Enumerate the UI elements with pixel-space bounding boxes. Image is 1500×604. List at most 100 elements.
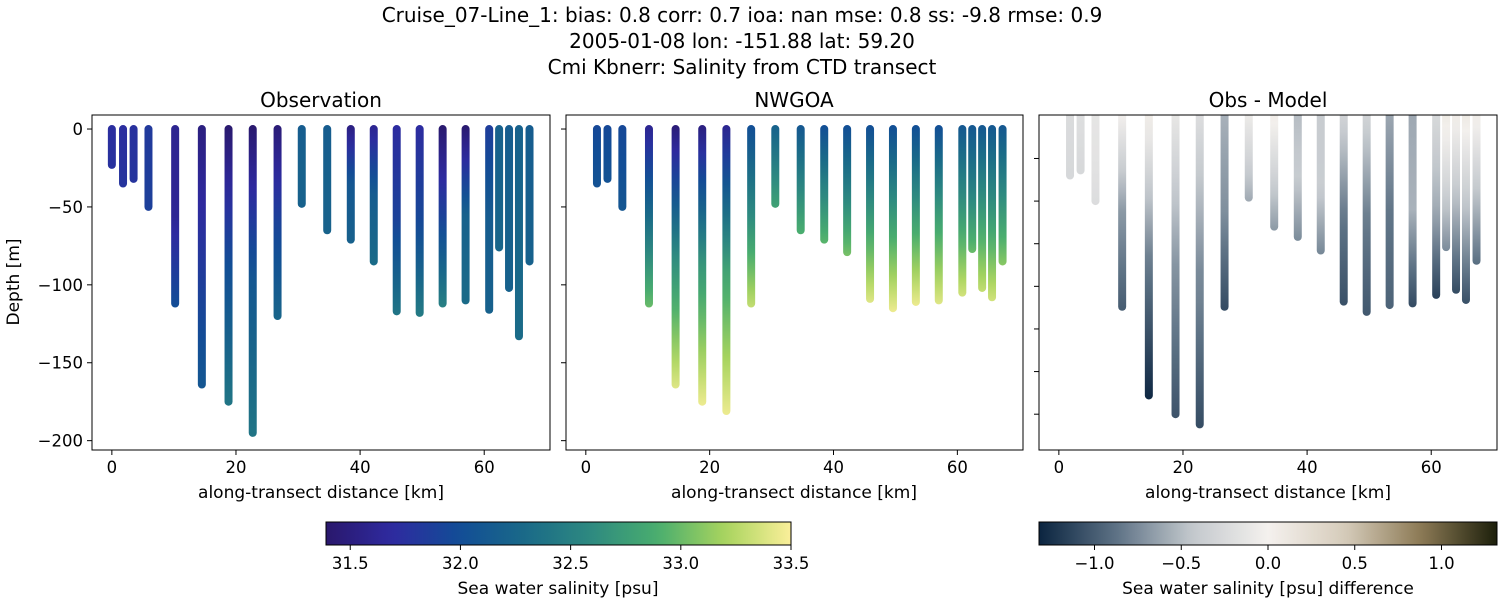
profile-mark: [129, 125, 138, 183]
profile-mark: [1472, 115, 1481, 265]
profile-mark: [1452, 115, 1461, 294]
panel-title-observation: Observation: [260, 88, 382, 112]
profile-mark: [1220, 115, 1229, 311]
figure-title-line-2: 2005-01-08 lon: -151.88 lat: 59.20: [569, 29, 915, 53]
x-tick-label: 20: [225, 458, 246, 477]
profile-mark: [911, 125, 920, 306]
profile-mark: [1171, 115, 1180, 419]
profile-mark: [698, 125, 707, 406]
profile-mark: [1385, 115, 1394, 310]
profile-mark: [1066, 115, 1075, 180]
profile-mark: [495, 125, 504, 252]
profile-mark: [1339, 115, 1348, 306]
axes-frame: [91, 114, 551, 451]
profile-mark: [1270, 115, 1279, 231]
colorbar-label-salinity: Sea water salinity [psu]: [458, 579, 659, 599]
profile-mark: [998, 125, 1007, 266]
profile-mark: [224, 125, 233, 406]
profile-mark: [1091, 115, 1100, 206]
profile-mark: [1076, 115, 1085, 175]
x-axis-label-model: along-transect distance [km]: [671, 483, 917, 503]
profile-mark: [485, 125, 494, 314]
profile-mark: [461, 125, 470, 305]
profile-mark: [197, 125, 206, 389]
axes-frame: [1038, 114, 1498, 451]
profile-mark: [618, 125, 627, 211]
colorbar-gradient: [325, 521, 792, 546]
colorbar-tick-label: 32.5: [552, 554, 589, 573]
panel-observation: 0 20 40 60 0 −50 −100 −150 −200: [38, 114, 551, 477]
profile-mark: [958, 125, 967, 297]
profile-mark: [438, 125, 447, 308]
profile-mark: [843, 125, 852, 257]
colorbar-label-difference: Sea water salinity [psu] difference: [1122, 579, 1414, 599]
x-tick-label: 40: [823, 458, 844, 477]
profile-mark: [273, 125, 282, 320]
profile-mark: [968, 125, 977, 253]
colorbar-difference: −1.0 −0.5 0.0 0.5 1.0: [1038, 521, 1498, 573]
colorbar-salinity: 31.5 32.0 32.5 33.0 33.5: [325, 521, 810, 573]
colorbar-tick-label: −1.0: [1074, 554, 1114, 573]
profile-mark: [592, 125, 601, 188]
x-tick-label: 0: [581, 458, 592, 477]
profile-mark: [525, 125, 534, 266]
profile-mark: [796, 125, 805, 235]
profile-mark: [722, 125, 731, 416]
y-tick-label: −200: [38, 432, 83, 451]
x-tick-label: 60: [474, 458, 495, 477]
profile-mark: [119, 125, 128, 188]
profile-mark: [644, 125, 653, 308]
x-axis-label-observation: along-transect distance [km]: [198, 483, 444, 503]
profile-mark: [323, 125, 332, 235]
profile-mark: [1362, 115, 1371, 316]
y-tick-label: −100: [38, 276, 83, 295]
x-tick-label: 0: [107, 458, 118, 477]
colorbar-tick-label: 33.5: [773, 554, 810, 573]
profile-mark: [988, 125, 997, 302]
profile-mark: [1195, 115, 1204, 429]
x-tick-label: 40: [1297, 458, 1318, 477]
x-tick-label: 20: [699, 458, 720, 477]
figure-title-line-3: Cmi Kbnerr: Salinity from CTD transect: [548, 55, 937, 79]
profile-mark: [392, 125, 401, 316]
profile-mark: [820, 125, 829, 244]
profile-mark: [866, 125, 875, 303]
panel-title-model: NWGOA: [754, 88, 834, 112]
y-tick-label: −50: [48, 198, 83, 217]
profile-mark: [107, 125, 116, 169]
y-tick-label: 0: [73, 120, 84, 139]
colorbar-tick-label: 0.5: [1342, 554, 1368, 573]
profile-mark: [514, 125, 523, 341]
colorbar-gradient: [1038, 521, 1498, 546]
profile-mark: [171, 125, 180, 308]
profile-mark: [1244, 115, 1253, 202]
y-tick-label: −150: [38, 354, 83, 373]
x-tick-label: 20: [1172, 458, 1193, 477]
profile-mark: [934, 125, 943, 305]
x-axis-label-difference: along-transect distance [km]: [1145, 483, 1391, 503]
profile-mark: [346, 125, 355, 244]
profile-mark: [888, 125, 897, 313]
x-tick-label: 0: [1054, 458, 1065, 477]
panel-title-difference: Obs - Model: [1209, 88, 1328, 112]
x-tick-label: 60: [947, 458, 968, 477]
profile-mark: [603, 125, 612, 183]
profile-mark: [505, 125, 514, 292]
panel-model: 0 20 40 60: [561, 114, 1024, 477]
figure-title-line-1: Cruise_07-Line_1: bias: 0.8 corr: 0.7 io…: [382, 3, 1103, 27]
profile-mark: [369, 125, 378, 266]
profile-mark: [248, 125, 257, 437]
profile-mark: [144, 125, 153, 211]
profile-mark: [1432, 115, 1441, 299]
colorbar-tick-label: 33.0: [662, 554, 699, 573]
profile-mark: [671, 125, 680, 389]
colorbar-tick-label: 1.0: [1428, 554, 1454, 573]
profile-mark: [747, 125, 756, 308]
profile-mark: [1293, 115, 1302, 241]
profile-mark: [297, 125, 306, 208]
colorbar-tick-label: 0.0: [1255, 554, 1281, 573]
profile-mark: [1316, 115, 1325, 255]
profile-mark: [1118, 115, 1127, 311]
profile-mark: [771, 125, 780, 208]
y-axis-label: Depth [m]: [4, 238, 24, 325]
